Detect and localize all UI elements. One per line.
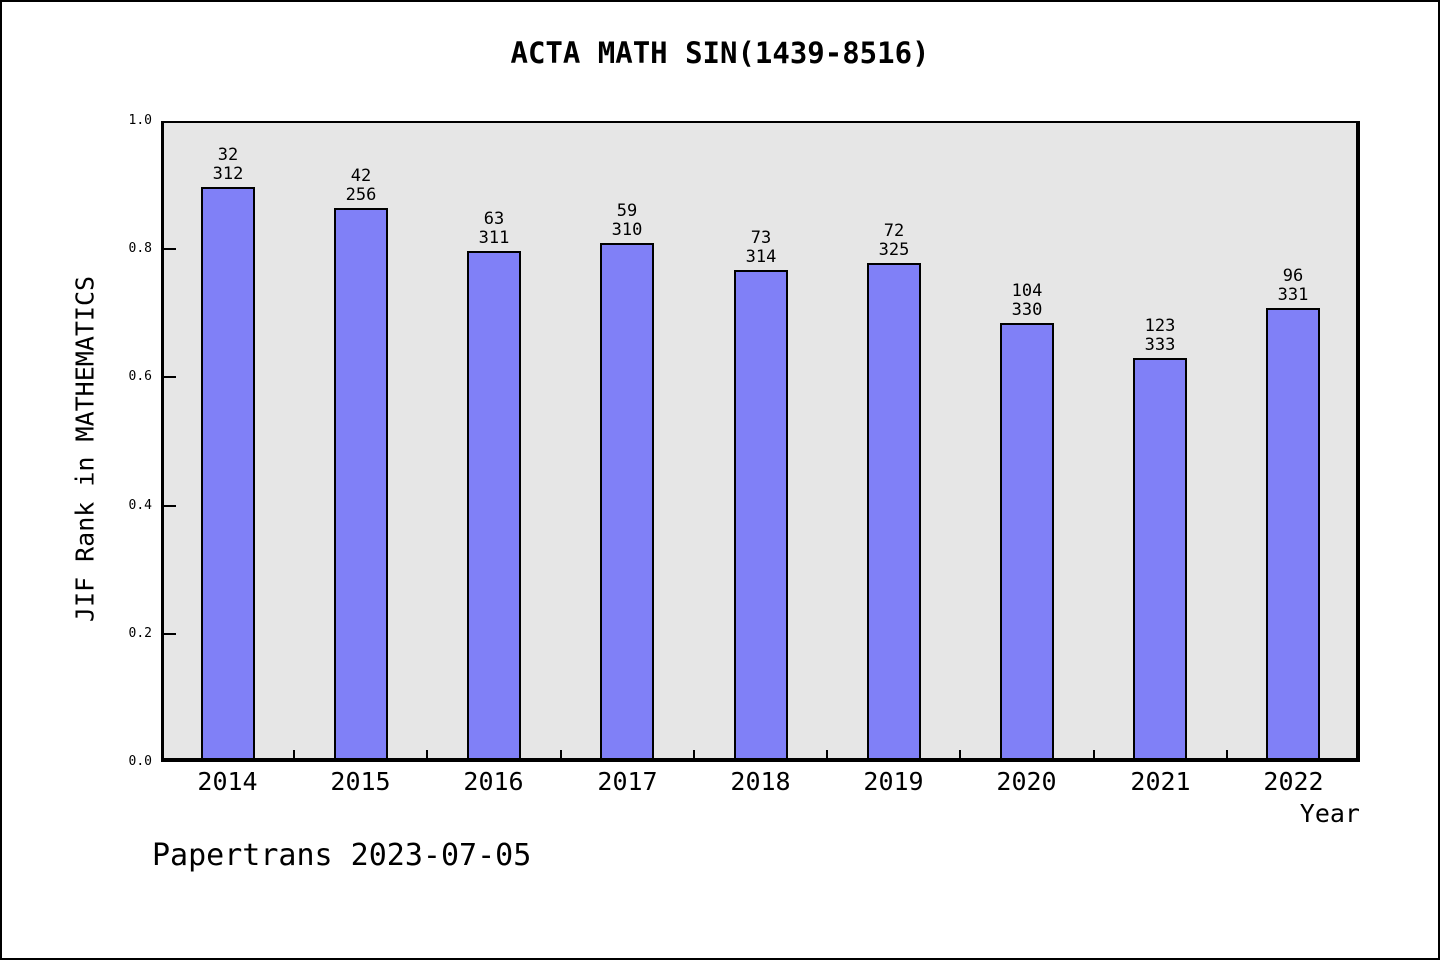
x-tick-label: 2018 [730, 767, 791, 796]
bar-total-value: 325 [878, 240, 910, 260]
y-tick [164, 376, 176, 378]
x-tick [1226, 750, 1228, 758]
bar-rank-value: 96 [1282, 266, 1304, 286]
bar-total-value: 310 [611, 220, 643, 240]
bar-value-label: 72 325 [824, 222, 964, 260]
x-tick-label: 2022 [1263, 767, 1324, 796]
bar [1000, 323, 1054, 762]
x-tick-label: 2021 [1130, 767, 1191, 796]
bar-rank-value: 63 [483, 209, 505, 229]
bar-rank-value: 73 [750, 228, 772, 248]
bar-total-value: 256 [345, 185, 377, 205]
y-tick-label: 0.4 [128, 498, 152, 513]
bar-value-label: 63 311 [424, 210, 564, 248]
x-tick-label: 2015 [330, 767, 391, 796]
x-tick [826, 750, 828, 758]
bar-rank-value: 32 [217, 145, 239, 165]
bar [1133, 358, 1187, 762]
x-tick [1093, 750, 1095, 758]
x-tick-label: 2019 [863, 767, 924, 796]
y-axis-label: JIF Rank in MATHEMATICS [70, 275, 100, 623]
bar-total-value: 333 [1144, 335, 1176, 355]
bar [1266, 308, 1320, 762]
bar-value-label: 96 331 [1223, 267, 1363, 305]
chart-title: ACTA MATH SIN(1439-8516) [510, 36, 930, 70]
bar [734, 270, 788, 762]
bar-value-label: 104 330 [957, 282, 1097, 320]
bar-value-label: 42 256 [291, 167, 431, 205]
bar-rank-value: 59 [616, 201, 638, 221]
x-tick-label: 2017 [597, 767, 658, 796]
bar-rank-value: 42 [350, 166, 372, 186]
y-tick-label: 0.2 [128, 626, 152, 641]
plot-spine-top [161, 121, 1360, 123]
bar-value-label: 123 333 [1090, 317, 1230, 355]
bar [334, 208, 388, 762]
plot-spine-bottom [161, 758, 1360, 762]
plot-spine-right [1356, 121, 1360, 762]
x-tick [426, 750, 428, 758]
x-tick [560, 750, 562, 758]
bar [867, 263, 921, 762]
bar [600, 243, 654, 762]
bar-rank-value: 72 [883, 221, 905, 241]
bar-total-value: 314 [745, 247, 777, 267]
bar-value-label: 59 310 [557, 202, 697, 240]
x-tick-label: 2014 [197, 767, 258, 796]
x-tick-label: 2016 [463, 767, 524, 796]
plot-area: 32 312 42 256 63 311 59 310 73 314 72 325 104 330 123 3… [161, 121, 1360, 762]
x-tick-label: 2020 [996, 767, 1057, 796]
bar [201, 187, 255, 762]
x-tick [293, 750, 295, 758]
bar-total-value: 330 [1011, 300, 1043, 320]
bar [467, 251, 521, 762]
x-tick [693, 750, 695, 758]
bar-value-label: 73 314 [691, 229, 831, 267]
x-axis-label: Year [1299, 799, 1360, 828]
y-tick-label: 0.8 [128, 241, 152, 256]
bar-rank-value: 104 [1011, 281, 1043, 301]
bar-total-value: 312 [212, 164, 244, 184]
bar-rank-value: 123 [1144, 316, 1176, 336]
plot-spine-left [161, 121, 164, 762]
y-tick-label: 1.0 [128, 113, 152, 128]
x-tick [959, 750, 961, 758]
bar-value-label: 32 312 [158, 146, 298, 184]
y-tick-label: 0.6 [128, 369, 152, 384]
y-tick-label: 0.0 [128, 754, 152, 769]
y-tick [164, 248, 176, 250]
y-tick [164, 505, 176, 507]
y-tick [164, 633, 176, 635]
bar-total-value: 311 [478, 228, 510, 248]
bar-total-value: 331 [1277, 285, 1309, 305]
footer-text: Papertrans 2023-07-05 [152, 838, 532, 873]
